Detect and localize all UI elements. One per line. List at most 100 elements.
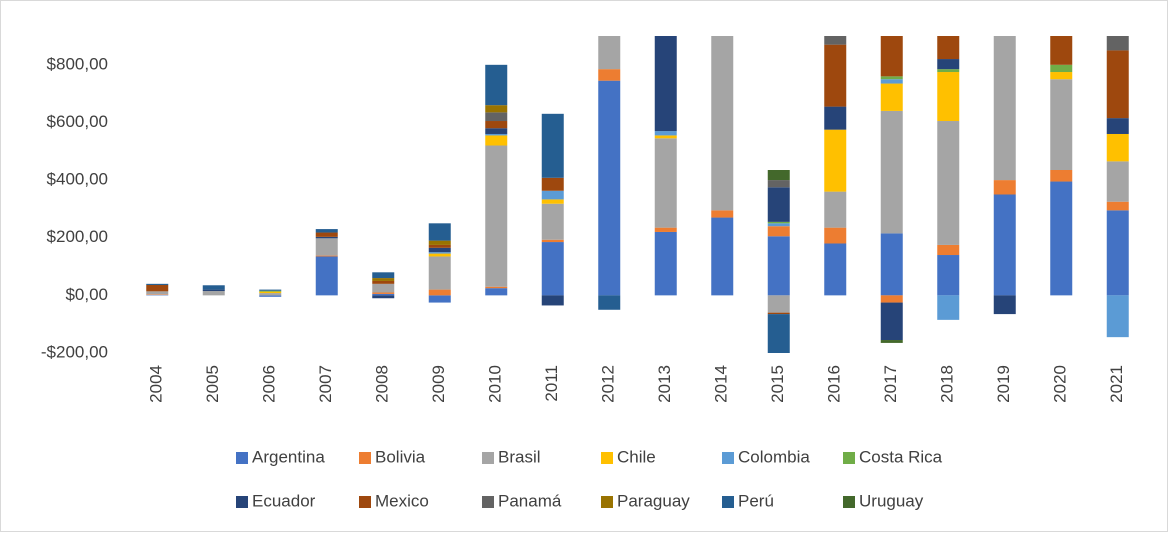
bar-segment	[1050, 170, 1073, 182]
bar-segment	[824, 243, 847, 296]
x-tick-label: 2020	[1051, 365, 1070, 403]
bar-segment	[315, 232, 338, 237]
y-tick-label: $600,00	[47, 112, 108, 131]
bar-segment	[1050, 181, 1073, 296]
bar-segment	[880, 302, 903, 341]
bar-segment	[541, 199, 564, 204]
x-tick-label: 2012	[599, 365, 618, 403]
bar-segment	[767, 180, 790, 188]
bar-segment	[598, 80, 621, 296]
bar-segment	[541, 203, 564, 240]
bar-segment	[259, 293, 282, 296]
bar-segment	[880, 76, 903, 80]
bar-segment	[541, 242, 564, 296]
bar-segment	[202, 285, 225, 290]
bar-segment	[372, 283, 395, 293]
bar-segment	[937, 244, 960, 256]
bar-segment	[1106, 201, 1129, 211]
bar-segment	[824, 44, 847, 107]
bar-segment	[654, 231, 677, 296]
bar-segment	[654, 138, 677, 228]
bar-segment	[767, 221, 790, 224]
y-tick-label: $200,00	[47, 227, 108, 246]
bar-segment	[372, 280, 395, 284]
bar-segment	[711, 210, 734, 218]
bar-segment	[654, 131, 677, 136]
bar-segment	[824, 227, 847, 244]
legend-swatch	[482, 496, 494, 508]
bar-segment	[711, 36, 734, 211]
y-tick-label: $400,00	[47, 170, 108, 189]
bar-segment	[937, 295, 960, 320]
y-tick-label: $0,00	[65, 285, 108, 304]
bar-segment	[428, 247, 451, 253]
bar-segment	[1050, 36, 1073, 65]
bar-segment	[1050, 79, 1073, 171]
bar-segment	[541, 239, 564, 243]
bar-segment	[485, 112, 508, 122]
bar-segment	[880, 83, 903, 111]
bar-segment	[541, 113, 564, 178]
bar-segment	[598, 36, 621, 70]
bar-segment	[711, 217, 734, 296]
bar-segment	[428, 240, 451, 245]
bar-segment	[937, 59, 960, 70]
x-tick-label: 2016	[825, 365, 844, 403]
legend-swatch	[843, 496, 855, 508]
legend-swatch	[236, 496, 248, 508]
bar-segment	[767, 312, 790, 315]
bar-segment	[485, 288, 508, 296]
bar-segment	[880, 36, 903, 77]
x-tick-label: 2018	[938, 365, 957, 403]
bar-segment	[824, 36, 847, 45]
bar-segment	[372, 272, 395, 279]
bar-segment	[259, 289, 282, 291]
x-tick-label: 2019	[994, 365, 1013, 403]
bar-segment	[146, 283, 169, 285]
legend-label: Panamá	[498, 491, 562, 510]
x-tick-label: 2007	[316, 365, 335, 403]
y-tick-label: -$200,00	[41, 342, 108, 361]
legend-swatch	[722, 496, 734, 508]
plot-area	[146, 36, 1129, 353]
bar-segment	[1106, 133, 1129, 162]
bar-segment	[372, 295, 395, 299]
legend-label: Brasil	[498, 447, 541, 466]
legend-swatch	[482, 452, 494, 464]
bar-segment	[1106, 210, 1129, 296]
legend-label: Mexico	[375, 491, 429, 510]
legend-swatch	[359, 452, 371, 464]
bar-segment	[1106, 118, 1129, 134]
bar-segment	[654, 227, 677, 232]
x-tick-label: 2021	[1107, 365, 1126, 403]
bar-segment	[428, 256, 451, 290]
bar-segment	[485, 145, 508, 287]
x-tick-label: 2005	[203, 365, 222, 403]
bar-segment	[937, 36, 960, 60]
bar-segment	[654, 135, 677, 139]
bar-segment	[146, 291, 169, 295]
bar-segment	[202, 289, 225, 292]
bar-segment	[485, 64, 508, 106]
bar-segment	[937, 255, 960, 296]
bar-segment	[202, 291, 225, 296]
bar-segment	[880, 295, 903, 303]
bar-segment	[1106, 50, 1129, 119]
bar-segment	[541, 295, 564, 306]
bar-segment	[372, 293, 395, 296]
legend-label: Bolivia	[375, 447, 426, 466]
x-tick-label: 2006	[260, 365, 279, 403]
legend-label: Perú	[738, 491, 774, 510]
bar-segment	[372, 278, 395, 281]
bar-segment	[315, 229, 338, 233]
bar-segment	[485, 105, 508, 113]
bar-segment	[767, 236, 790, 296]
bar-segment	[880, 110, 903, 234]
bar-segment	[993, 36, 1016, 181]
bar-segment	[993, 180, 1016, 195]
bar-segment	[541, 177, 564, 191]
bar-segment	[541, 190, 564, 200]
bar-segment	[598, 69, 621, 81]
legend-label: Costa Rica	[859, 447, 943, 466]
